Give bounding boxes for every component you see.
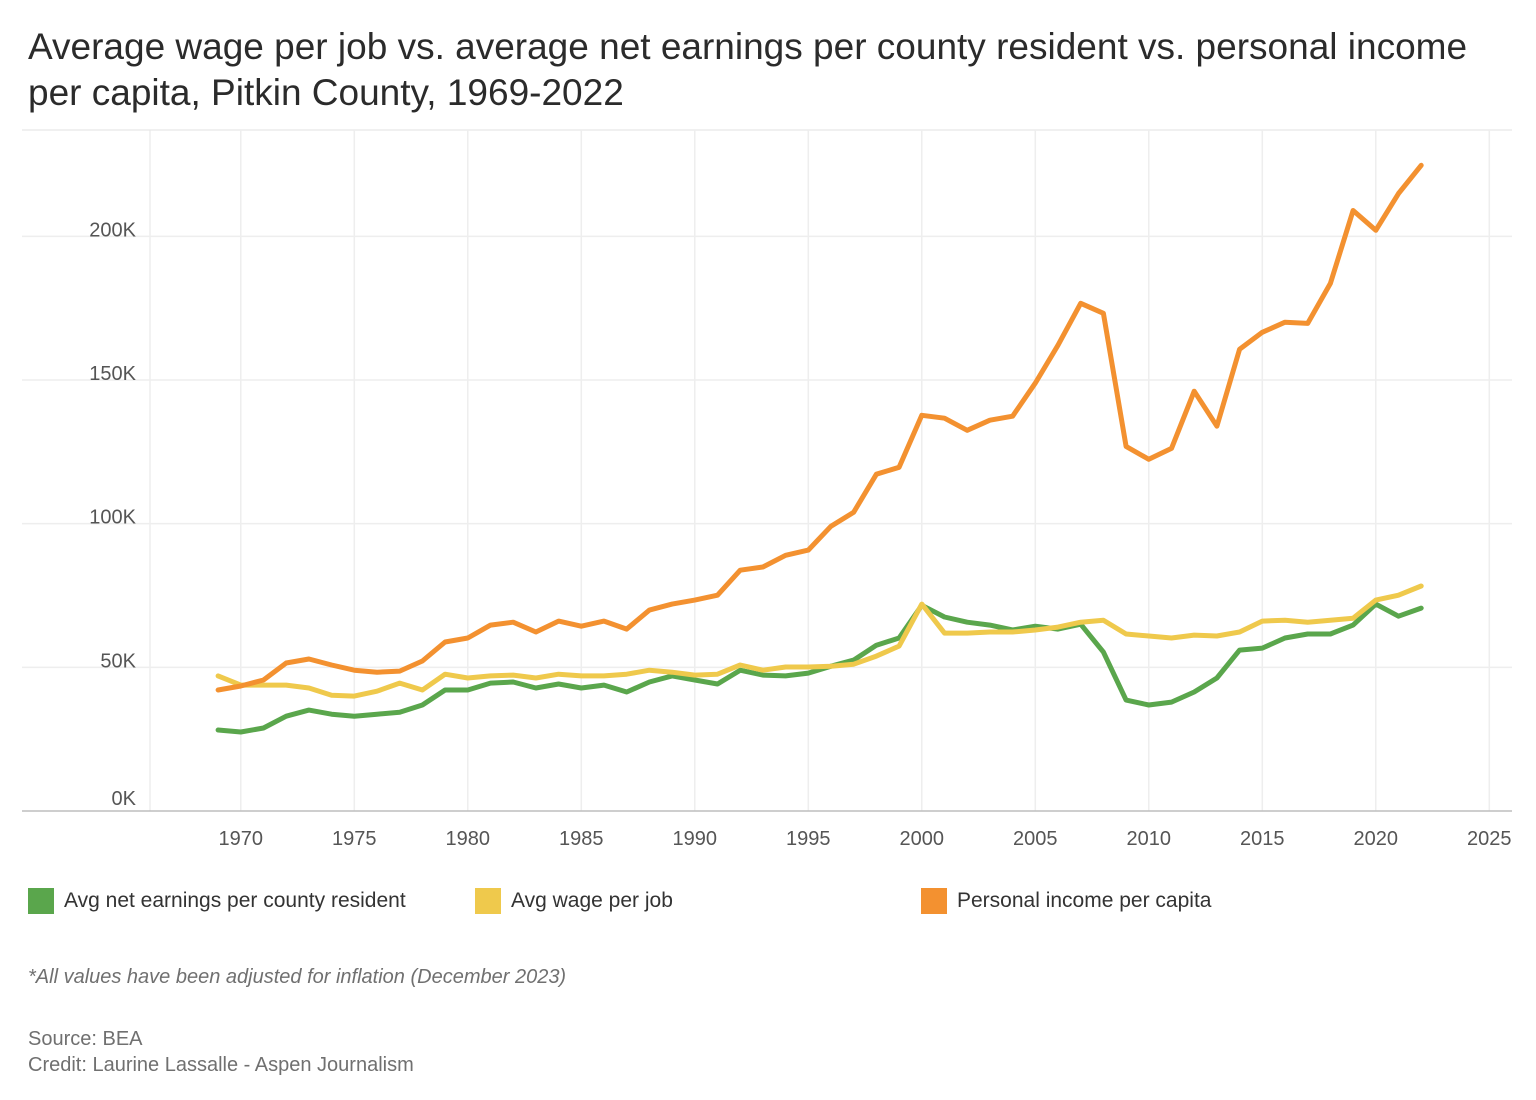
x-tick-label: 1975	[332, 828, 377, 850]
legend-label: Avg net earnings per county resident	[64, 889, 406, 912]
y-tick-label: 100K	[89, 507, 136, 529]
legend: Avg net earnings per county resident Avg…	[0, 888, 1536, 918]
y-tick-label: 200K	[89, 219, 136, 241]
x-tick-label: 2010	[1127, 828, 1172, 850]
x-tick-label: 2000	[900, 828, 945, 850]
x-tick-label: 1970	[219, 828, 264, 850]
x-tick-label: 1995	[786, 828, 831, 850]
legend-swatch-green	[28, 888, 54, 914]
x-tick-label: 2020	[1354, 828, 1399, 850]
series-line-2	[215, 162, 1424, 693]
legend-item-personal-income: Personal income per capita	[921, 888, 1211, 914]
series-line-1	[215, 583, 1424, 699]
legend-swatch-yellow	[475, 888, 501, 914]
source: Source: BEA	[28, 1028, 143, 1050]
gridlines	[22, 129, 1512, 812]
footnote: *All values have been adjusted for infla…	[28, 966, 567, 988]
x-tick-label: 1990	[673, 828, 718, 850]
legend-label: Personal income per capita	[957, 889, 1212, 912]
y-axis-ticks: 0K 50K 100K 150K 200K	[89, 219, 136, 810]
legend-item-net-earnings: Avg net earnings per county resident	[28, 888, 406, 914]
source-credit: Source: BEA Credit: Laurine Lassalle - A…	[28, 1026, 414, 1078]
x-tick-label: 2025	[1467, 828, 1512, 850]
x-axis-ticks: 1970 1975 1980 1985 1990 1995 2000 2005 2010 2015…	[219, 828, 1512, 850]
y-tick-label: 0K	[112, 788, 137, 810]
y-tick-label: 150K	[89, 363, 136, 385]
y-tick-label: 50K	[100, 650, 136, 672]
x-tick-label: 2005	[1013, 828, 1058, 850]
credit: Credit: Laurine Lassalle - Aspen Journal…	[28, 1054, 414, 1076]
legend-swatch-orange	[921, 888, 947, 914]
series-lines	[215, 162, 1424, 735]
x-tick-label: 2015	[1240, 828, 1285, 850]
x-tick-label: 1980	[446, 828, 491, 850]
x-tick-label: 1985	[559, 828, 604, 850]
legend-label: Avg wage per job	[511, 889, 673, 912]
chart-title: Average wage per job vs. average net ear…	[28, 26, 1468, 113]
series-line-0	[215, 601, 1424, 735]
legend-item-wage: Avg wage per job	[475, 888, 673, 914]
